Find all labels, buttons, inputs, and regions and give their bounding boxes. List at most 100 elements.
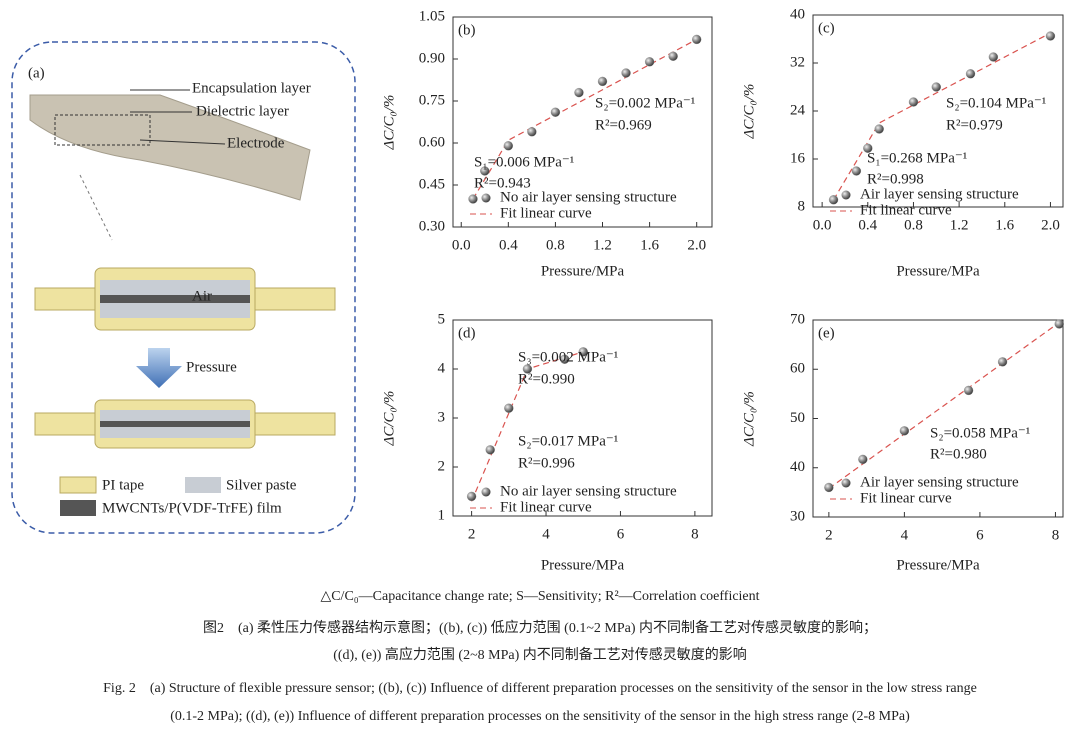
x-tick-label: 0.8: [546, 237, 565, 253]
caption-zh: 图2 (a) 柔性压力传感器结构示意图；((b), (c)) 低应力范围 (0.…: [203, 619, 877, 636]
legend-marker: [841, 478, 851, 488]
x-tick-label: 6: [617, 526, 625, 542]
legend-label: Fit linear curve: [860, 202, 952, 218]
annotation: S₂=0.017 MPa⁻¹: [518, 433, 618, 449]
leader: [79, 174, 113, 241]
y-tick-label: 0.75: [419, 92, 445, 108]
cross-section: Air: [34, 267, 336, 331]
y-tick-label: 0.90: [419, 50, 445, 66]
x-tick-label: 2.0: [687, 237, 706, 253]
caption-symbols: △C/C₀—Capacitance change rate; S—Sensiti…: [320, 589, 759, 604]
data-point: [863, 143, 873, 153]
legend-label: No air layer sensing structure: [500, 483, 677, 499]
sensor-film: [29, 94, 311, 201]
data-point: [503, 141, 513, 151]
annotation: S₁=0.268 MPa⁻¹: [867, 150, 967, 166]
x-tick-label: 0.8: [904, 217, 923, 233]
data-point: [858, 454, 868, 465]
x-tick-label: 1.2: [593, 237, 612, 253]
y-tick-label: 50: [790, 410, 805, 426]
chart: (c) 0.0 0.4 0.8 1.2 1.6 2.0 8 16 24 32 40 Pressure/M…: [741, 6, 1064, 279]
data-point: [965, 69, 976, 79]
annotation: S₂=0.002 MPa⁻¹: [595, 95, 695, 111]
x-tick-label: 0.0: [813, 217, 832, 233]
data-point: [899, 426, 910, 436]
annotation: R²=0.969: [595, 117, 652, 133]
data-point: [963, 385, 974, 396]
caption-en: (0.1-2 MPa); ((d), (e)) Influence of dif…: [170, 709, 910, 724]
annotation: R²=0.996: [518, 455, 575, 471]
y-tick-label: 3: [438, 409, 446, 425]
legend-swatch: [59, 476, 97, 494]
x-tick-label: 4: [542, 526, 550, 542]
layer-label: Electrode: [227, 135, 285, 151]
data-point: [522, 364, 533, 374]
legend-swatch: [60, 500, 96, 516]
x-axis-title: Pressure/MPa: [541, 557, 625, 573]
data-point: [1045, 31, 1056, 41]
y-axis-title: ΔC/C₀/%: [741, 391, 757, 447]
legend-label: Fit linear curve: [500, 499, 592, 515]
legend-label: MWCNTs/P(VDF-TrFE) film: [102, 500, 282, 516]
y-tick-label: 0.60: [419, 134, 445, 150]
x-tick-label: 2: [825, 527, 833, 543]
annotation: S₂=0.058 MPa⁻¹: [930, 425, 1030, 441]
x-tick-label: 2: [468, 526, 476, 542]
panel-border: [11, 41, 356, 534]
x-tick-label: 0.4: [858, 217, 877, 233]
panel-a: (a) Encapsulation layer Dielectric layer…: [11, 41, 356, 534]
data-point: [480, 166, 490, 176]
legend-label: Silver paste: [226, 477, 297, 493]
x-axis-title: Pressure/MPa: [896, 557, 980, 573]
data-point: [874, 124, 884, 134]
y-tick-label: 30: [790, 508, 805, 524]
panel-label: (c): [818, 20, 835, 36]
y-tick-label: 0.30: [419, 218, 445, 234]
annotation: S₃=0.002 MPa⁻¹: [518, 349, 618, 365]
y-tick-label: 8: [798, 198, 806, 214]
data-point: [485, 445, 495, 455]
y-tick-label: 0.45: [419, 176, 445, 192]
y-tick-label: 1: [438, 507, 446, 523]
annotation: S₂=0.104 MPa⁻¹: [946, 95, 1046, 111]
cross-section-pressed: [34, 399, 336, 449]
pressure-arrow: [136, 348, 182, 388]
y-tick-label: 32: [790, 54, 805, 70]
legend-label: No air layer sensing structure: [500, 189, 677, 205]
data-point: [692, 34, 702, 45]
y-tick-label: 40: [790, 459, 805, 475]
legend-label: Fit linear curve: [500, 205, 592, 221]
annotation: R²=0.980: [930, 446, 987, 462]
data-point: [644, 57, 655, 67]
pressure-label: Pressure: [186, 359, 237, 375]
legend-label: Air layer sensing structure: [860, 186, 1019, 202]
x-tick-label: 4: [901, 527, 909, 543]
x-tick-label: 0.4: [499, 237, 518, 253]
chart: (d) 2 4 6 8 1 2 3 4 5 Pressure/MPa ΔC/C₀/% No air la…: [381, 311, 713, 573]
panel-label: (b): [458, 22, 476, 38]
annotation: S₁=0.006 MPa⁻¹: [474, 154, 574, 170]
data-point: [988, 52, 999, 62]
electrode-box: [54, 114, 151, 146]
panel-label: (a): [28, 65, 45, 81]
x-tick-label: 1.6: [640, 237, 659, 253]
layer-label: Dielectric layer: [196, 103, 289, 119]
y-tick-label: 40: [790, 6, 805, 22]
data-point: [468, 194, 478, 204]
legend-label: Fit linear curve: [860, 490, 952, 506]
legend-label: PI tape: [102, 477, 144, 493]
data-point: [828, 195, 839, 205]
data-point: [621, 68, 631, 78]
legend-marker: [481, 193, 491, 203]
data-point: [908, 97, 919, 107]
data-point: [504, 403, 514, 413]
x-tick-label: 8: [1052, 527, 1060, 543]
chart: (b) 0.0 0.4 0.8 1.2 1.6 2.0 0.30 0.45 0.60 0.75 0.9…: [381, 8, 713, 279]
leader: [139, 139, 226, 145]
caption-en: Fig. 2 (a) Structure of flexible pressur…: [103, 681, 977, 696]
fit-line: [828, 321, 1060, 489]
chart: (e) 2 4 6 8 30 40 50 60 70 Pressure/MPa ΔC/C₀/% Air …: [741, 311, 1064, 573]
y-tick-label: 2: [438, 458, 446, 474]
y-axis-title: ΔC/C₀/%: [381, 391, 397, 447]
x-tick-label: 1.2: [950, 217, 969, 233]
